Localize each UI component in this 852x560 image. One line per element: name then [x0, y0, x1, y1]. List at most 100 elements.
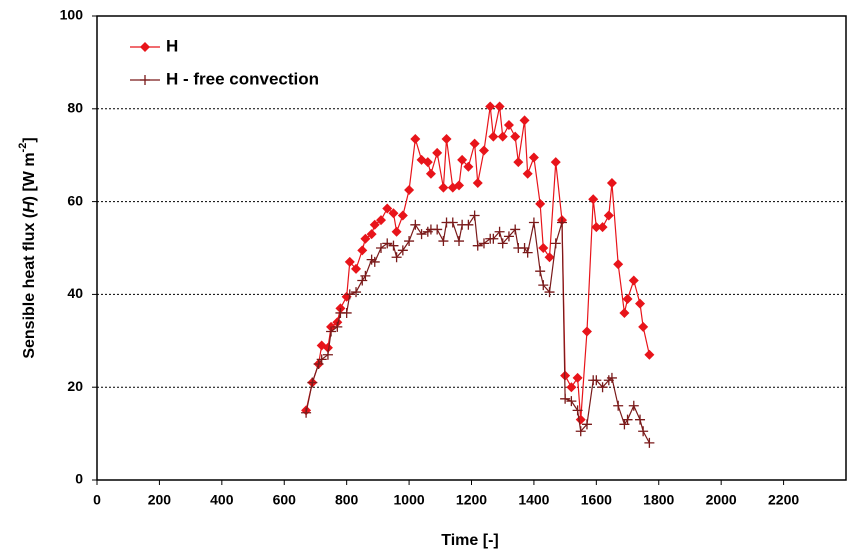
x-tick-label: 2000	[706, 492, 737, 508]
marker	[550, 238, 561, 249]
marker	[572, 405, 583, 416]
marker	[591, 222, 602, 233]
marker	[375, 243, 386, 253]
marker	[454, 180, 465, 191]
marker	[510, 131, 521, 142]
marker	[635, 414, 646, 425]
marker	[494, 226, 505, 237]
marker	[478, 145, 489, 156]
marker	[432, 224, 443, 235]
marker	[519, 115, 530, 126]
y-label-part: ) [W m	[21, 152, 38, 201]
marker	[438, 236, 449, 247]
marker	[366, 229, 377, 240]
marker	[397, 210, 408, 221]
marker	[472, 240, 483, 251]
marker	[606, 178, 617, 189]
marker	[322, 342, 333, 353]
marker	[140, 42, 150, 52]
x-tick-label: 1800	[643, 492, 674, 508]
marker	[528, 217, 539, 228]
x-tick-label: 1200	[456, 492, 487, 508]
x-tick-label: 800	[335, 492, 359, 508]
marker	[326, 326, 337, 337]
y-tick-label: 40	[67, 285, 83, 301]
marker	[472, 178, 483, 189]
marker	[497, 131, 508, 142]
series-line	[305, 106, 650, 420]
x-tick-label: 200	[148, 492, 172, 508]
legend-label: H - free convection	[166, 69, 319, 88]
marker	[619, 307, 630, 318]
marker	[591, 375, 602, 386]
marker	[572, 372, 583, 383]
marker	[341, 307, 352, 318]
marker	[307, 377, 318, 388]
marker	[581, 419, 592, 430]
marker	[369, 256, 380, 267]
marker	[454, 236, 465, 247]
marker	[457, 154, 468, 165]
y-label-sup: -2	[17, 143, 29, 153]
marker	[344, 256, 355, 267]
marker	[469, 138, 480, 149]
marker	[588, 194, 599, 205]
marker	[528, 152, 539, 163]
marker	[404, 236, 415, 247]
marker	[503, 120, 514, 131]
marker	[644, 437, 655, 448]
x-tick-label: 600	[273, 492, 297, 508]
marker	[560, 393, 571, 404]
marker	[622, 414, 633, 425]
marker	[391, 252, 402, 263]
marker	[628, 275, 639, 286]
x-tick-label: 0	[93, 492, 101, 508]
marker	[360, 270, 371, 281]
y-label-part: Sensible heat flux (	[21, 212, 38, 358]
marker	[566, 382, 577, 393]
marker	[488, 233, 499, 244]
x-tick-label: 2200	[768, 492, 799, 508]
marker	[388, 208, 399, 219]
marker	[544, 287, 555, 298]
marker	[416, 229, 427, 240]
marker	[410, 219, 421, 230]
marker	[513, 157, 524, 168]
marker	[575, 426, 586, 437]
marker	[485, 101, 496, 112]
marker	[603, 210, 614, 221]
marker	[628, 400, 639, 411]
marker	[494, 101, 505, 112]
marker	[432, 147, 443, 158]
y-label-part: ]	[21, 137, 38, 142]
marker	[438, 182, 449, 193]
marker	[391, 226, 402, 237]
marker	[316, 354, 327, 365]
marker	[404, 185, 415, 195]
marker	[535, 198, 546, 209]
marker	[575, 414, 586, 425]
x-tick-label: 1600	[581, 492, 612, 508]
marker	[606, 372, 617, 383]
marker	[410, 133, 421, 144]
marker	[557, 217, 568, 228]
marker	[332, 321, 343, 332]
marker	[503, 231, 514, 242]
y-tick-label: 80	[67, 100, 83, 116]
marker	[566, 396, 577, 407]
marker	[463, 161, 474, 172]
marker	[635, 298, 646, 309]
marker	[351, 263, 362, 274]
y-tick-label: 60	[67, 192, 83, 208]
x-tick-label: 1000	[394, 492, 425, 508]
y-tick-label: 0	[75, 471, 83, 487]
marker	[613, 259, 624, 270]
y-tick-label: 100	[60, 7, 84, 23]
marker	[638, 426, 649, 437]
marker	[622, 294, 633, 305]
marker	[597, 382, 608, 393]
marker	[369, 219, 380, 230]
marker	[397, 245, 408, 256]
marker	[478, 238, 489, 249]
